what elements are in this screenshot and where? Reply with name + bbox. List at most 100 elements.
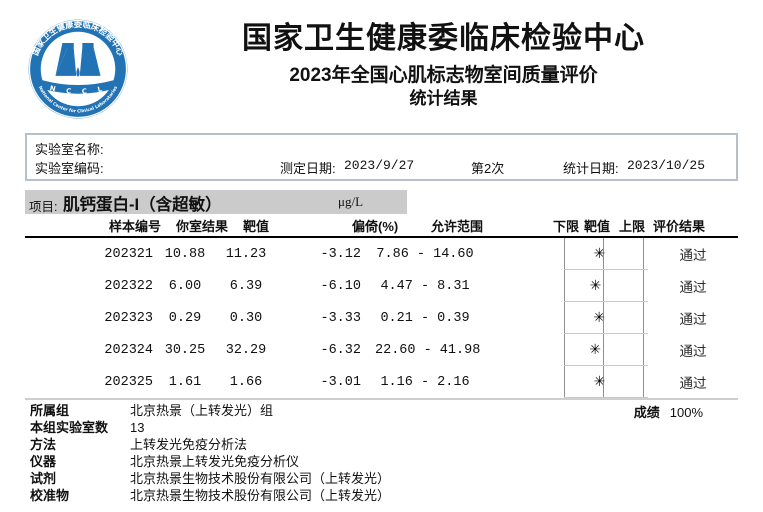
bias-cell: -3.12 <box>320 246 361 262</box>
bias-gauge: ✳ <box>564 302 648 334</box>
footer-row: 本组实验室数 13 <box>30 419 738 436</box>
allowed-range-cell: 22.60 - 41.98 <box>375 342 481 358</box>
report-header: 国家卫生健康委临床检验中心 2023年全国心肌标志物室间质量评价 统计结果 <box>120 22 753 109</box>
logo-flask-left <box>55 43 77 76</box>
upper-limit-line <box>643 302 644 333</box>
test-date-label: 测定日期: <box>280 161 336 176</box>
logo-flask-right <box>79 43 101 76</box>
footer-value: 北京热景（上转发光）组 <box>130 403 274 418</box>
target-line <box>603 238 604 269</box>
header-lower-limit: 下限 <box>553 219 580 234</box>
bias-cell: -3.01 <box>320 374 361 390</box>
result-marker-icon: ✳ <box>589 341 602 358</box>
result-marker-icon: ✳ <box>589 277 602 294</box>
logo-band-text: N C C L <box>49 84 103 96</box>
lower-limit-line <box>564 366 565 397</box>
target-value-cell: 11.23 <box>225 246 267 262</box>
bias-gauge: ✳ <box>564 366 648 398</box>
evaluation-cell: 通过 <box>679 248 707 263</box>
allowed-range-cell: 4.47 - 8.31 <box>380 278 470 294</box>
allowed-range-cell: 1.16 - 2.16 <box>380 374 470 390</box>
target-line <box>603 302 604 333</box>
bias-cell: -6.32 <box>320 342 361 358</box>
sample-id-cell: 202322 <box>104 278 153 294</box>
lab-code-label: 实验室编码: <box>35 161 104 176</box>
score-value: 100% <box>669 405 703 420</box>
nccl-logo-icon: 国家卫生健康委临床检验中心 National Center for Clinic… <box>26 14 130 124</box>
footer-label: 校准物 <box>30 488 70 503</box>
sample-id-cell: 202325 <box>104 374 153 390</box>
sample-id-cell: 202321 <box>104 246 153 262</box>
upper-limit-line <box>643 238 644 269</box>
test-date-value: 2023/9/27 <box>344 158 415 173</box>
lower-limit-line <box>564 302 565 333</box>
footer-row: 所属组 北京热景（上转发光）组 <box>30 402 738 419</box>
project-band: 项目: 肌钙蛋白-I（含超敏） μg/L <box>25 190 407 214</box>
score-label: 成绩 <box>633 405 660 420</box>
logo-droplet <box>76 67 80 77</box>
footer-value: 北京热景生物技术股份有限公司（上转发光） <box>130 488 391 503</box>
lower-limit-line <box>564 334 565 365</box>
table-row: 202325 1.61 1.66 -3.01 1.16 - 2.16 ✳ 通过 <box>25 366 738 398</box>
score: 成绩 100% <box>634 402 703 421</box>
header-rule <box>25 236 738 238</box>
bias-gauge: ✳ <box>564 238 648 270</box>
report-footer: 所属组 北京热景（上转发光）组 本组实验室数 13 方法 上转发光免疫分析法 仪… <box>30 402 738 504</box>
your-result-cell: 10.88 <box>164 246 206 262</box>
header-target-mark: 靶值 <box>584 219 611 234</box>
footer-row: 试剂 北京热景生物技术股份有限公司（上转发光） <box>30 470 738 487</box>
footer-label: 方法 <box>30 437 57 452</box>
footer-label: 所属组 <box>30 403 70 418</box>
evaluation-cell: 通过 <box>679 344 707 359</box>
sample-id-cell: 202324 <box>104 342 153 358</box>
nccl-logo-svg: 国家卫生健康委临床检验中心 National Center for Clinic… <box>28 19 128 119</box>
target-value-cell: 32.29 <box>225 342 267 358</box>
bias-gauge: ✳ <box>564 270 648 302</box>
your-result-cell: 0.29 <box>168 310 202 326</box>
report-subtitle2: 统计结果 <box>409 89 478 108</box>
footer-label: 试剂 <box>30 471 57 486</box>
svg-text:N C C L: N C C L <box>49 84 107 96</box>
header-evaluation: 评价结果 <box>653 219 706 234</box>
results-table: 样本编号 你室结果 靶值 偏倚(%) 允许范围 下限 靶值 上限 评价结果 20… <box>25 216 738 398</box>
stat-date-label: 统计日期: <box>563 161 619 176</box>
allowed-range-cell: 0.21 - 0.39 <box>380 310 470 326</box>
header-bias-percent: 偏倚(%) <box>352 219 399 234</box>
target-value-cell: 0.30 <box>229 310 263 326</box>
report-subtitle: 2023年全国心肌标志物室间质量评价 <box>289 65 598 86</box>
header-target-value: 靶值 <box>243 219 270 234</box>
target-line <box>603 270 604 301</box>
footer-row: 校准物 北京热景生物技术股份有限公司（上转发光） <box>30 487 738 504</box>
footer-label: 仪器 <box>30 454 57 469</box>
lower-limit-line <box>564 270 565 301</box>
result-marker-icon: ✳ <box>593 309 605 326</box>
sample-id-cell: 202323 <box>104 310 153 326</box>
upper-limit-line <box>643 334 644 365</box>
bias-cell: -6.10 <box>320 278 361 294</box>
target-line <box>603 334 604 365</box>
logo-band <box>42 80 114 94</box>
your-result-cell: 30.25 <box>164 342 206 358</box>
target-line <box>603 366 604 397</box>
target-value-cell: 1.66 <box>229 374 263 390</box>
project-name: 肌钙蛋白-I（含超敏） <box>63 196 222 214</box>
table-bottom-rule <box>25 398 738 400</box>
table-row: 202323 0.29 0.30 -3.33 0.21 - 0.39 ✳ 通过 <box>25 302 738 334</box>
allowed-range-cell: 7.86 - 14.60 <box>376 246 474 262</box>
org-title: 国家卫生健康委临床检验中心 <box>242 22 645 55</box>
table-row: 202322 6.00 6.39 -6.10 4.47 - 8.31 ✳ 通过 <box>25 270 738 302</box>
table-row: 202324 30.25 32.29 -6.32 22.60 - 41.98 ✳… <box>25 334 738 366</box>
project-label: 项目: <box>29 200 58 214</box>
project-unit: μg/L <box>338 194 364 209</box>
evaluation-cell: 通过 <box>679 280 707 295</box>
footer-value: 北京热景生物技术股份有限公司（上转发光） <box>130 471 391 486</box>
lower-limit-line <box>564 238 565 269</box>
header-your-result: 你室结果 <box>176 219 229 234</box>
footer-value: 上转发光免疫分析法 <box>130 437 248 452</box>
table-row: 202321 10.88 11.23 -3.12 7.86 - 14.60 ✳ … <box>25 238 738 270</box>
footer-value: 北京热景上转发光免疫分析仪 <box>130 454 300 469</box>
stat-date-value: 2023/10/25 <box>627 158 706 173</box>
footer-value: 13 <box>130 420 145 435</box>
result-marker-icon: ✳ <box>593 245 606 262</box>
footer-label: 本组实验室数 <box>30 420 109 435</box>
